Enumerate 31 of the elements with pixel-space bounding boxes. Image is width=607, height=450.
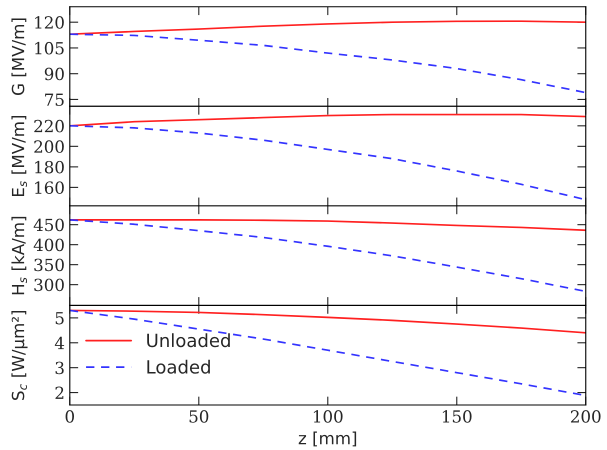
y-tick-label: 3 bbox=[56, 362, 64, 374]
y-tick-label: 2 bbox=[55, 386, 64, 399]
line-series bbox=[70, 33, 586, 94]
x-tick-label: 150 bbox=[442, 410, 472, 423]
y-tick-label: 120 bbox=[35, 16, 64, 29]
x-axis-title: z [mm] bbox=[298, 432, 356, 446]
y-tick-label: 105 bbox=[35, 42, 64, 55]
y-tick-label: 300 bbox=[34, 278, 64, 292]
y-tick-label: 220 bbox=[34, 120, 64, 132]
y-tick-label: 75 bbox=[45, 94, 64, 106]
y-tick-label: 5 bbox=[56, 312, 64, 324]
x-tick-label: 100 bbox=[314, 410, 343, 423]
line-series bbox=[70, 310, 586, 334]
line-series bbox=[70, 219, 586, 292]
x-tick-label: 0 bbox=[66, 410, 74, 423]
y-axis-title: E$_{s}$ [MV/m] bbox=[11, 116, 28, 196]
y-tick-label: 180 bbox=[35, 160, 64, 174]
y-tick-label: 350 bbox=[34, 258, 64, 272]
legend-label: Unloaded bbox=[147, 333, 230, 348]
y-axis-title: G [MV/m] bbox=[11, 18, 26, 96]
y-axis-title: H$_{s}$ [kA/m] bbox=[11, 216, 28, 294]
y-tick-label: 90 bbox=[44, 68, 64, 80]
y-tick-label: 450 bbox=[34, 218, 64, 232]
x-tick-label: 50 bbox=[190, 410, 208, 423]
y-tick-label: 160 bbox=[35, 181, 64, 194]
y-axis-title: S$_{c}$ [W/μm²] bbox=[11, 310, 28, 400]
x-tick-label: 200 bbox=[570, 410, 601, 423]
y-tick-label: 200 bbox=[34, 140, 64, 153]
y-tick-label: 4 bbox=[54, 336, 64, 350]
legend-label: Loaded bbox=[147, 360, 210, 374]
y-tick-label: 400 bbox=[34, 238, 64, 252]
